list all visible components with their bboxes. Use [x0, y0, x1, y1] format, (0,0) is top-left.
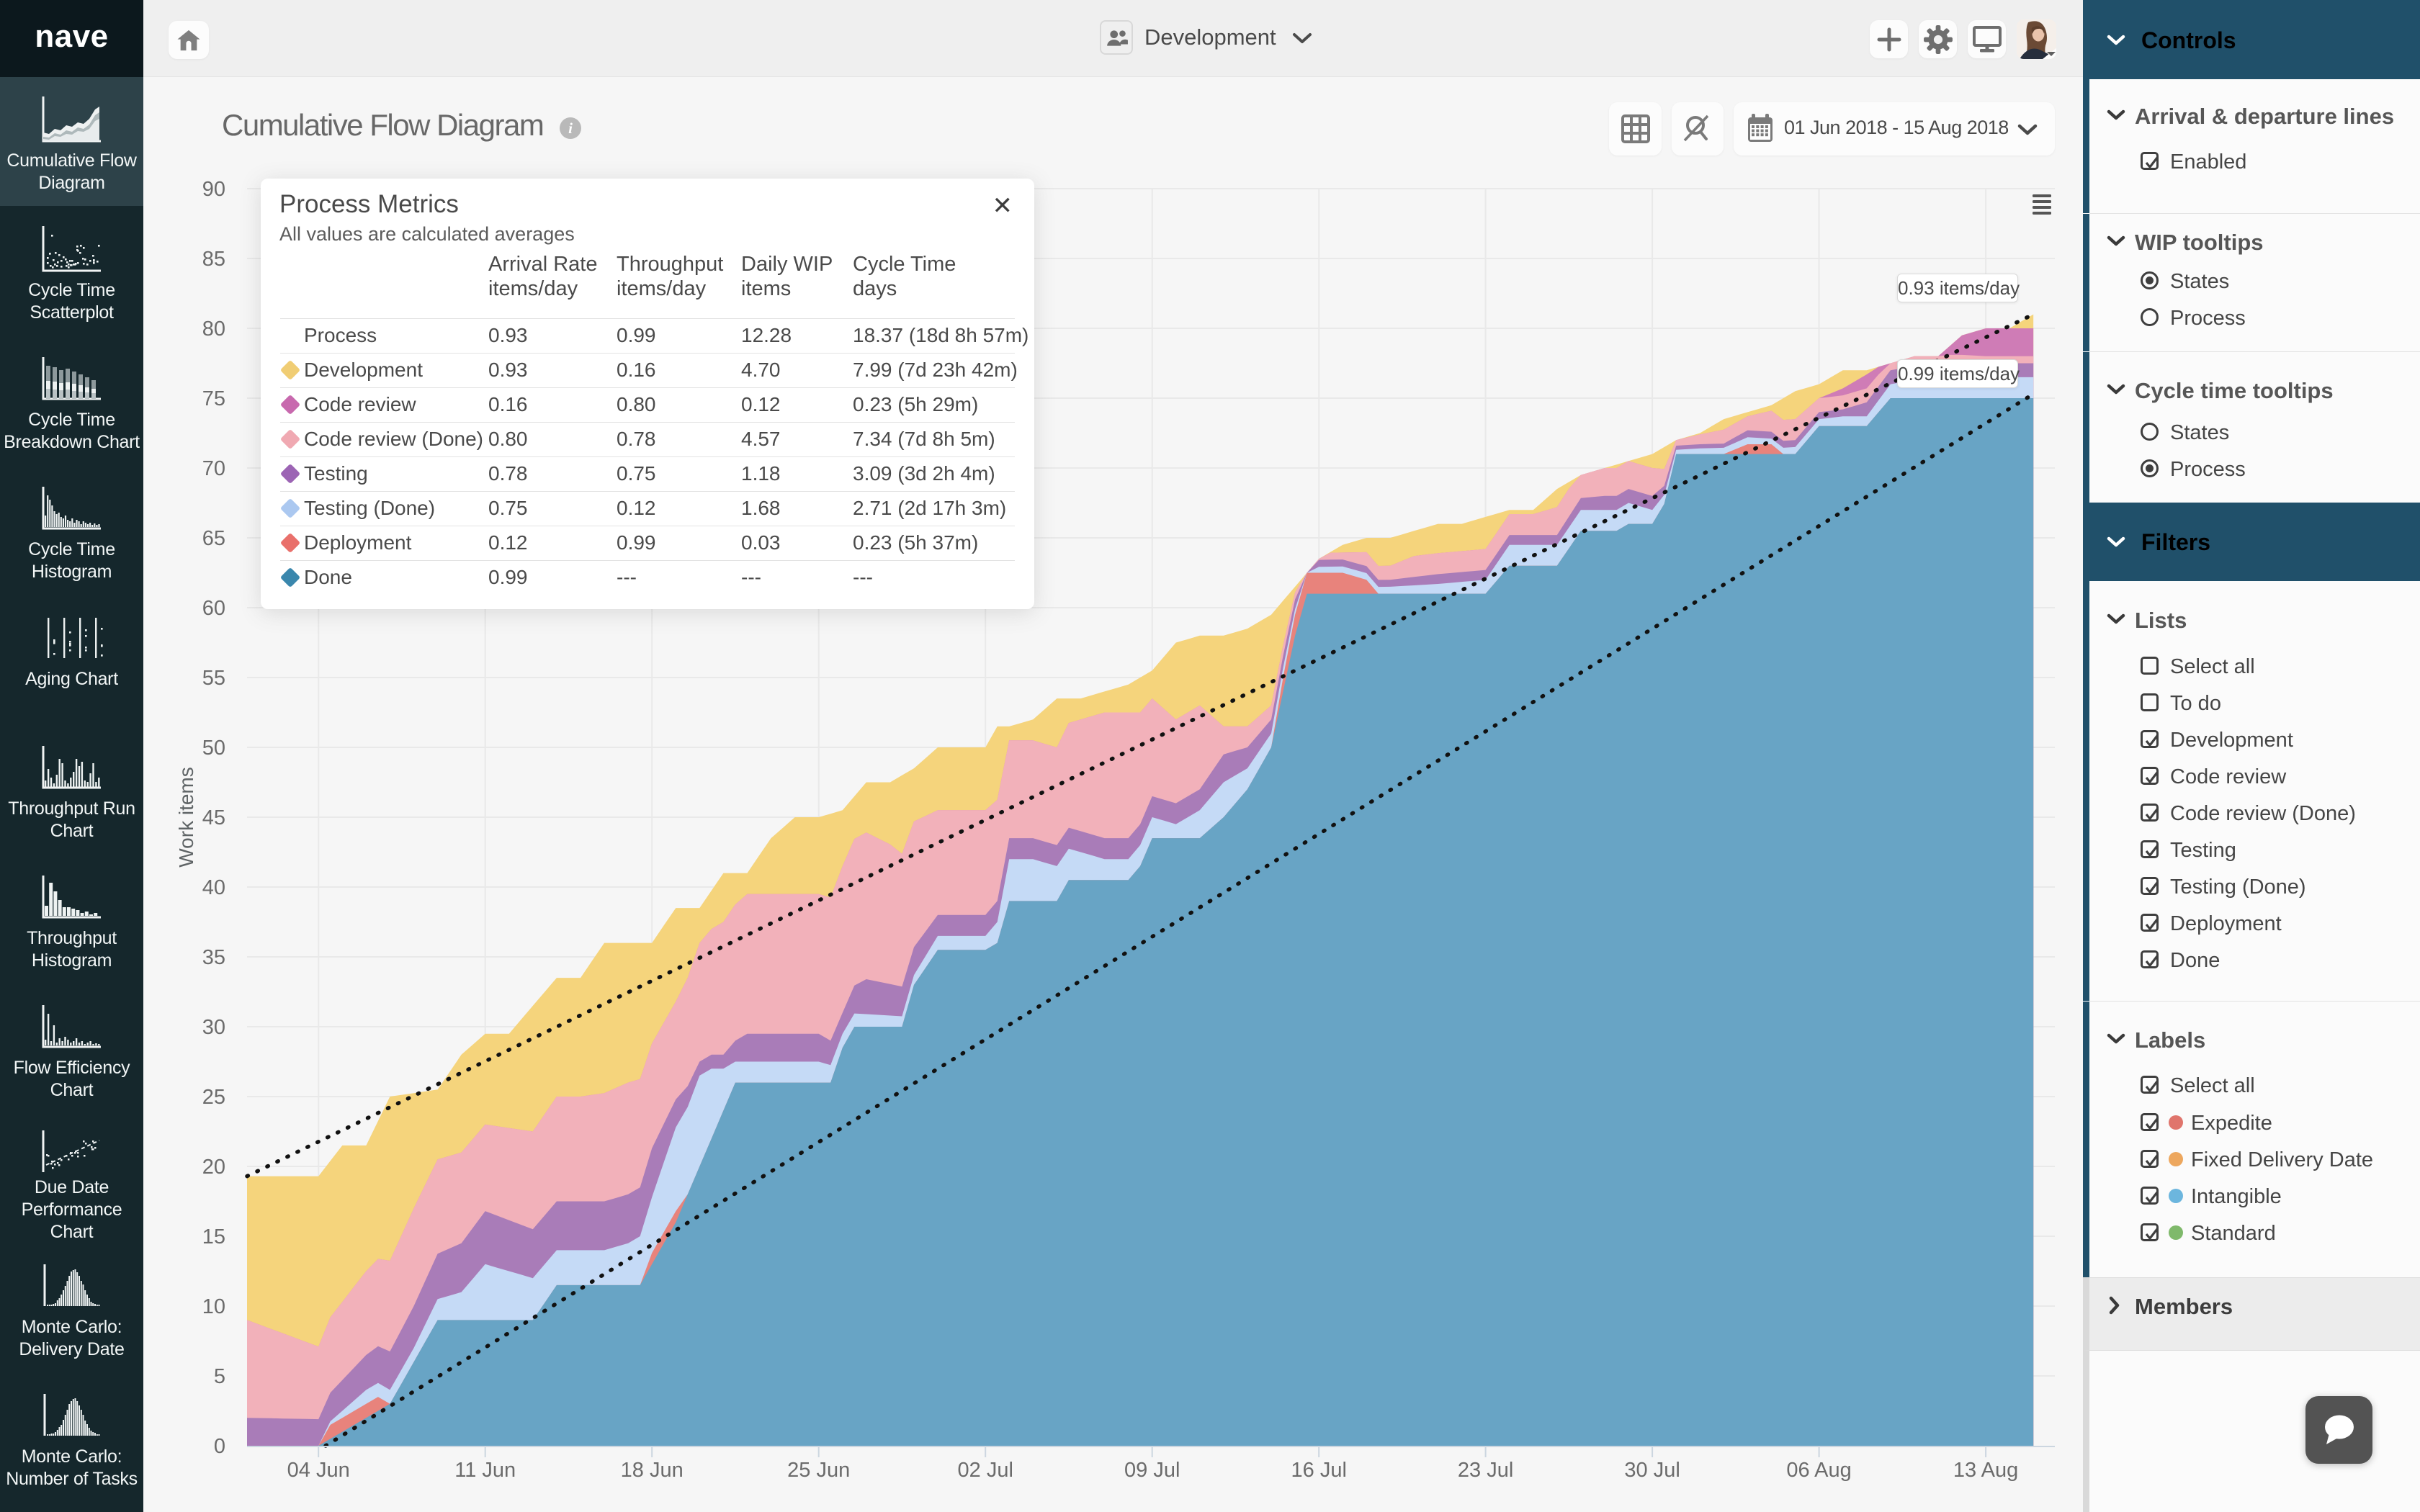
- svg-text:04 Jun: 04 Jun: [287, 1459, 350, 1482]
- svg-text:15: 15: [202, 1225, 225, 1248]
- svg-text:i: i: [568, 120, 573, 137]
- svg-text:18 Jun: 18 Jun: [621, 1459, 684, 1482]
- svg-text:30 Jul: 30 Jul: [1624, 1459, 1680, 1482]
- svg-text:02 Jul: 02 Jul: [958, 1459, 1013, 1482]
- svg-text:70: 70: [202, 457, 225, 480]
- svg-text:30: 30: [202, 1016, 225, 1039]
- svg-text:10: 10: [202, 1295, 225, 1318]
- svg-text:40: 40: [202, 876, 225, 899]
- svg-text:20: 20: [202, 1156, 225, 1179]
- svg-text:25: 25: [202, 1086, 225, 1109]
- svg-text:16 Jul: 16 Jul: [1291, 1459, 1347, 1482]
- svg-text:85: 85: [202, 248, 225, 271]
- svg-text:11 Jun: 11 Jun: [454, 1459, 516, 1482]
- svg-text:13 Aug: 13 Aug: [1953, 1459, 2018, 1482]
- svg-text:90: 90: [202, 178, 225, 201]
- svg-text:06 Aug: 06 Aug: [1786, 1459, 1851, 1482]
- svg-text:45: 45: [202, 806, 225, 829]
- svg-text:55: 55: [202, 667, 225, 690]
- svg-text:25 Jun: 25 Jun: [787, 1459, 850, 1482]
- svg-text:65: 65: [202, 527, 225, 550]
- svg-text:5: 5: [214, 1365, 225, 1388]
- svg-text:75: 75: [202, 387, 225, 410]
- svg-text:80: 80: [202, 318, 225, 341]
- svg-text:23 Jul: 23 Jul: [1458, 1459, 1513, 1482]
- svg-text:60: 60: [202, 597, 225, 620]
- svg-text:09 Jul: 09 Jul: [1124, 1459, 1180, 1482]
- svg-text:50: 50: [202, 737, 225, 760]
- svg-text:Work items: Work items: [175, 767, 197, 868]
- svg-text:0: 0: [214, 1435, 225, 1458]
- svg-text:35: 35: [202, 946, 225, 969]
